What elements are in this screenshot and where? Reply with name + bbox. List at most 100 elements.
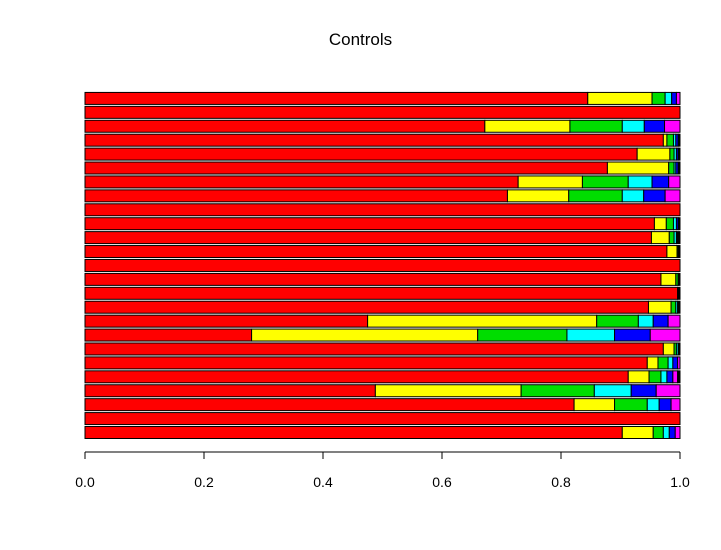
bar-segment-row-4-comp-2 <box>374 384 522 398</box>
bar-segment-row-15-comp-1 <box>84 231 652 245</box>
bar-segment-row-11-comp-1 <box>84 286 679 300</box>
bar-segment-row-24-comp-1 <box>84 105 681 119</box>
bar-segment-row-4-comp-5 <box>630 384 657 398</box>
bar-segment-row-10-comp-3 <box>670 300 677 314</box>
bar-segment-row-3-comp-2 <box>573 398 616 412</box>
bar-segment-row-6-comp-1 <box>84 356 648 370</box>
bar-segment-row-4-comp-6 <box>655 384 681 398</box>
bar-segment-row-18-comp-2 <box>506 189 570 203</box>
bar-segment-row-18-comp-5 <box>643 189 666 203</box>
bar-segment-row-3-comp-3 <box>614 398 648 412</box>
bar-segment-row-4-comp-4 <box>593 384 632 398</box>
chart-title: Controls <box>328 30 393 49</box>
bar-segment-row-6-comp-2 <box>646 356 659 370</box>
bar-segment-row-25-comp-3 <box>651 91 666 105</box>
bar-segment-row-1-comp-1 <box>84 426 623 439</box>
bar-segment-row-22-comp-2 <box>662 133 668 147</box>
bar-segment-row-19-comp-6 <box>668 175 681 189</box>
bar-segment-row-8-comp-3 <box>477 328 568 342</box>
bar-segment-row-23-comp-4 <box>621 119 645 133</box>
bar-segment-row-8-comp-4 <box>566 328 616 342</box>
bar-segment-row-16-comp-7 <box>677 217 681 231</box>
bar-segment-row-10-comp-7 <box>677 300 681 314</box>
bar-segment-row-15-comp-7 <box>675 231 681 245</box>
bar-segment-row-23-comp-3 <box>569 119 623 133</box>
bar-segment-row-1-comp-6 <box>674 426 681 439</box>
bar-segment-row-5-comp-1 <box>84 370 629 384</box>
bar-segment-row-16-comp-1 <box>84 217 655 231</box>
bar-segment-row-20-comp-7 <box>677 161 681 175</box>
bar-segment-row-6-comp-5 <box>672 356 679 370</box>
bar-segment-row-5-comp-3 <box>648 370 662 384</box>
bar-segment-row-18-comp-4 <box>621 189 645 203</box>
bar-segment-row-12-comp-1 <box>84 272 662 286</box>
bar-segment-row-23-comp-5 <box>643 119 666 133</box>
bar-segment-row-20-comp-3 <box>668 161 675 175</box>
bar-segment-row-10-comp-1 <box>84 300 649 314</box>
bar-segment-row-8-comp-2 <box>251 328 479 342</box>
x-tick-label-4: 0.8 <box>551 474 571 490</box>
bar-segment-row-3-comp-1 <box>84 398 575 412</box>
bar-segment-row-21-comp-7 <box>677 147 681 161</box>
bar-segment-row-18-comp-6 <box>664 189 681 203</box>
bar-segment-row-16-comp-2 <box>653 217 667 231</box>
bar-segment-row-16-comp-3 <box>665 217 674 231</box>
bar-segment-row-3-comp-5 <box>658 398 672 412</box>
bar-segment-row-19-comp-3 <box>581 175 629 189</box>
bar-segment-row-20-comp-1 <box>84 161 608 175</box>
bar-segment-row-18-comp-3 <box>568 189 623 203</box>
bar-segment-row-3-comp-6 <box>670 398 681 412</box>
bar-segment-row-7-comp-7 <box>677 342 681 356</box>
x-tick-label-0: 0.0 <box>75 474 95 490</box>
bar-segment-row-21-comp-2 <box>636 147 671 161</box>
bar-segment-row-18-comp-1 <box>84 189 508 203</box>
bar-segment-row-6-comp-4 <box>667 356 674 370</box>
bar-segment-row-9-comp-4 <box>637 314 654 328</box>
bar-segment-row-15-comp-3 <box>668 231 675 245</box>
bar-segment-row-22-comp-1 <box>84 133 664 147</box>
bar-segment-row-8-comp-1 <box>84 328 253 342</box>
bar-segment-row-17-comp-1 <box>84 203 681 217</box>
bar-segment-row-9-comp-5 <box>652 314 669 328</box>
bar-segment-row-14-comp-7 <box>677 245 681 259</box>
bar-segment-row-15-comp-2 <box>650 231 670 245</box>
bar-segment-row-23-comp-2 <box>484 119 571 133</box>
bar-segment-row-5-comp-5 <box>666 370 674 384</box>
bar-segment-row-25-comp-1 <box>84 91 589 105</box>
bar-segment-row-7-comp-1 <box>84 342 664 356</box>
bar-segment-row-4-comp-3 <box>520 384 595 398</box>
bar-segment-row-20-comp-2 <box>606 161 670 175</box>
bar-segment-row-25-comp-5 <box>671 91 677 105</box>
bar-segment-row-22-comp-3 <box>666 133 674 147</box>
bar-segment-row-19-comp-4 <box>627 175 653 189</box>
x-tick-label-5: 1.0 <box>670 474 690 490</box>
bar-segment-row-19-comp-1 <box>84 175 519 189</box>
bar-segment-row-10-comp-2 <box>647 300 672 314</box>
bar-segment-row-23-comp-1 <box>84 119 486 133</box>
bar-segment-row-25-comp-6 <box>675 91 681 105</box>
bar-segment-row-1-comp-2 <box>621 426 654 439</box>
bar-segment-row-2-comp-1 <box>84 412 681 426</box>
bar-segment-row-19-comp-5 <box>651 175 670 189</box>
bar-segment-row-21-comp-3 <box>669 147 675 161</box>
bar-segment-row-5-comp-7 <box>677 370 681 384</box>
bar-segment-row-8-comp-6 <box>649 328 681 342</box>
bar-segment-row-5-comp-6 <box>672 370 679 384</box>
x-tick-label-1: 0.2 <box>194 474 214 490</box>
bar-segment-row-11-comp-7 <box>677 286 681 300</box>
bar-segment-row-3-comp-4 <box>646 398 660 412</box>
bar-segment-row-5-comp-2 <box>627 370 650 384</box>
bar-segment-row-6-comp-6 <box>677 356 681 370</box>
bar-segment-row-25-comp-2 <box>587 91 653 105</box>
bar-segment-row-14-comp-1 <box>84 245 668 259</box>
bar-segment-row-22-comp-7 <box>677 133 681 147</box>
bar-segment-row-1-comp-4 <box>662 426 670 439</box>
bar-segment-row-9-comp-3 <box>596 314 639 328</box>
bar-segment-row-12-comp-7 <box>677 272 681 286</box>
bar-segment-row-13-comp-1 <box>84 258 681 272</box>
x-tick-label-3: 0.6 <box>432 474 452 490</box>
bar-segment-row-9-comp-2 <box>367 314 598 328</box>
bar-segment-row-1-comp-3 <box>652 426 664 439</box>
bar-segment-row-7-comp-2 <box>662 342 675 356</box>
